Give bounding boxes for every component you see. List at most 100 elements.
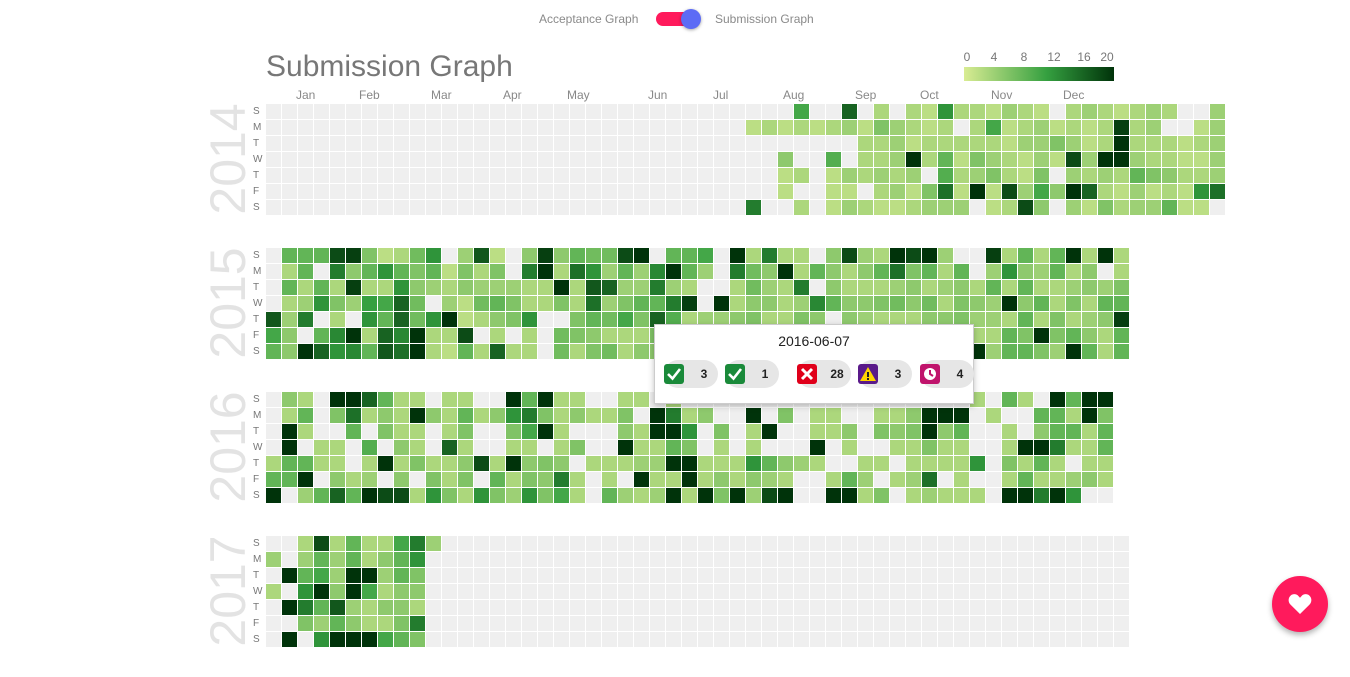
day-cell[interactable] — [682, 168, 697, 183]
day-cell[interactable] — [1034, 184, 1049, 199]
day-cell[interactable] — [570, 344, 585, 359]
day-cell[interactable] — [986, 408, 1001, 423]
day-cell[interactable] — [1002, 536, 1017, 551]
day-cell[interactable] — [314, 456, 329, 471]
day-cell[interactable] — [986, 536, 1001, 551]
day-cell[interactable] — [922, 472, 937, 487]
day-cell[interactable] — [1082, 616, 1097, 631]
day-cell[interactable] — [922, 200, 937, 215]
day-cell[interactable] — [746, 280, 761, 295]
day-cell[interactable] — [1098, 472, 1113, 487]
day-cell[interactable] — [266, 136, 281, 151]
day-cell[interactable] — [314, 312, 329, 327]
day-cell[interactable] — [362, 200, 377, 215]
day-cell[interactable] — [1066, 488, 1081, 503]
day-cell[interactable] — [298, 632, 313, 647]
day-cell[interactable] — [842, 536, 857, 551]
day-cell[interactable] — [1018, 264, 1033, 279]
day-cell[interactable] — [394, 280, 409, 295]
day-cell[interactable] — [874, 600, 889, 615]
day-cell[interactable] — [394, 616, 409, 631]
day-cell[interactable] — [826, 456, 841, 471]
day-cell[interactable] — [666, 440, 681, 455]
day-cell[interactable] — [1034, 104, 1049, 119]
day-cell[interactable] — [1162, 152, 1177, 167]
day-cell[interactable] — [410, 472, 425, 487]
day-cell[interactable] — [618, 408, 633, 423]
day-cell[interactable] — [474, 120, 489, 135]
day-cell[interactable] — [266, 184, 281, 199]
day-cell[interactable] — [618, 136, 633, 151]
day-cell[interactable] — [426, 280, 441, 295]
day-cell[interactable] — [778, 184, 793, 199]
day-cell[interactable] — [906, 584, 921, 599]
day-cell[interactable] — [586, 584, 601, 599]
day-cell[interactable] — [346, 536, 361, 551]
day-cell[interactable] — [442, 600, 457, 615]
day-cell[interactable] — [730, 488, 745, 503]
day-cell[interactable] — [874, 472, 889, 487]
day-cell[interactable] — [1018, 392, 1033, 407]
day-cell[interactable] — [1034, 472, 1049, 487]
day-cell[interactable] — [362, 296, 377, 311]
day-cell[interactable] — [314, 136, 329, 151]
day-cell[interactable] — [762, 264, 777, 279]
day-cell[interactable] — [522, 472, 537, 487]
day-cell[interactable] — [650, 584, 665, 599]
day-cell[interactable] — [506, 472, 521, 487]
day-cell[interactable] — [1114, 296, 1129, 311]
day-cell[interactable] — [922, 136, 937, 151]
day-cell[interactable] — [730, 584, 745, 599]
day-cell[interactable] — [1066, 328, 1081, 343]
day-cell[interactable] — [890, 312, 905, 327]
day-cell[interactable] — [634, 584, 649, 599]
day-cell[interactable] — [1114, 136, 1129, 151]
day-cell[interactable] — [1098, 408, 1113, 423]
day-cell[interactable] — [842, 136, 857, 151]
day-cell[interactable] — [554, 456, 569, 471]
day-cell[interactable] — [282, 168, 297, 183]
day-cell[interactable] — [682, 552, 697, 567]
day-cell[interactable] — [1098, 104, 1113, 119]
day-cell[interactable] — [954, 632, 969, 647]
day-cell[interactable] — [1082, 584, 1097, 599]
day-cell[interactable] — [986, 136, 1001, 151]
day-cell[interactable] — [474, 488, 489, 503]
day-cell[interactable] — [554, 184, 569, 199]
day-cell[interactable] — [1194, 184, 1209, 199]
day-cell[interactable] — [618, 616, 633, 631]
day-cell[interactable] — [570, 312, 585, 327]
day-cell[interactable] — [378, 200, 393, 215]
day-cell[interactable] — [1194, 168, 1209, 183]
day-cell[interactable] — [490, 152, 505, 167]
day-cell[interactable] — [266, 424, 281, 439]
day-cell[interactable] — [682, 440, 697, 455]
day-cell[interactable] — [986, 104, 1001, 119]
day-cell[interactable] — [362, 264, 377, 279]
day-cell[interactable] — [618, 328, 633, 343]
day-cell[interactable] — [266, 328, 281, 343]
day-cell[interactable] — [922, 280, 937, 295]
day-cell[interactable] — [474, 200, 489, 215]
day-cell[interactable] — [1050, 440, 1065, 455]
day-cell[interactable] — [442, 488, 457, 503]
day-cell[interactable] — [858, 248, 873, 263]
day-cell[interactable] — [698, 472, 713, 487]
day-cell[interactable] — [794, 536, 809, 551]
day-cell[interactable] — [314, 328, 329, 343]
day-cell[interactable] — [1098, 328, 1113, 343]
day-cell[interactable] — [426, 488, 441, 503]
day-cell[interactable] — [778, 456, 793, 471]
day-cell[interactable] — [1082, 136, 1097, 151]
day-cell[interactable] — [618, 632, 633, 647]
day-cell[interactable] — [954, 296, 969, 311]
day-cell[interactable] — [778, 168, 793, 183]
day-cell[interactable] — [506, 136, 521, 151]
day-cell[interactable] — [330, 264, 345, 279]
day-cell[interactable] — [458, 632, 473, 647]
day-cell[interactable] — [378, 568, 393, 583]
day-cell[interactable] — [298, 184, 313, 199]
day-cell[interactable] — [858, 120, 873, 135]
day-cell[interactable] — [602, 168, 617, 183]
day-cell[interactable] — [730, 152, 745, 167]
